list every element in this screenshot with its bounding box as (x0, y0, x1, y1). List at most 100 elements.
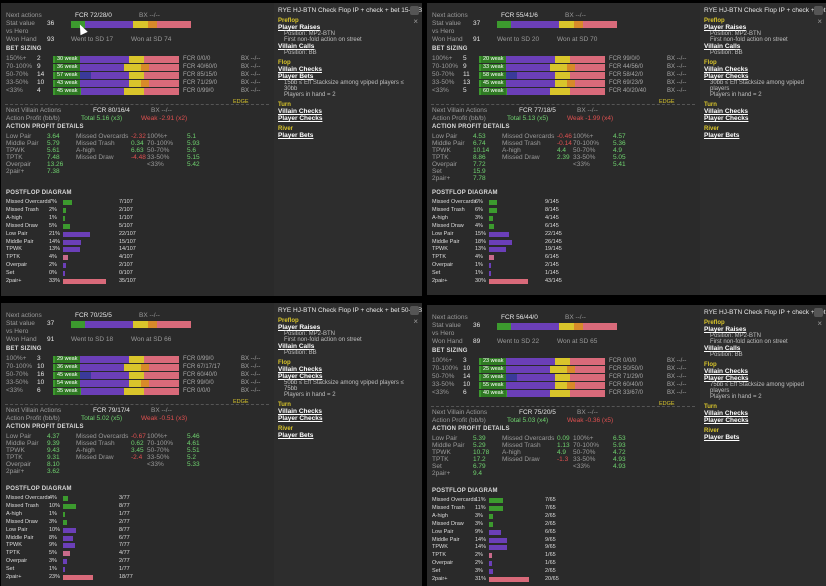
bet-size-label: 50-70% (6, 71, 29, 78)
apd-value: 9.39 (47, 440, 60, 447)
action-link[interactable]: Player Bets (278, 132, 314, 139)
bet-size-count: 5 (463, 87, 467, 94)
bet-size-fcr: FCR 0/99/0 (183, 88, 214, 94)
diagram-row-label: TPWK (6, 246, 22, 253)
action-link[interactable]: Villain Checks (704, 410, 748, 417)
edge-label: EDGE (233, 399, 249, 405)
diagram-row-count: 22/107 (119, 230, 136, 237)
edit-icon[interactable] (814, 308, 823, 317)
action-link[interactable]: Villain Calls (704, 43, 741, 50)
action-link[interactable]: Player Raises (704, 326, 747, 333)
apd-label: TPTK (6, 454, 23, 461)
close-icon[interactable]: × (817, 319, 822, 328)
apd-label: 33-50% (573, 154, 596, 161)
bet-size-weak-badge: 58 weak (481, 72, 506, 79)
bet-sizing-header[interactable]: BET SIZING (432, 348, 468, 354)
bet-size-label: 100%+ (432, 357, 453, 364)
filter-title: RYE HJ-BTN Check Flop IP + check + bet 7… (704, 309, 826, 316)
bet-size-fcr: FCR 44/56/0 (609, 64, 644, 70)
postflop-diagram-header[interactable]: POSTFLOP DIAGRAM (6, 486, 72, 492)
went-to-sd: Went to SD 22 (497, 338, 540, 345)
diagram-row-count: 1/77 (119, 566, 130, 573)
action-link[interactable]: Player Checks (704, 375, 749, 382)
won-hand-value: 91 (47, 336, 55, 343)
action-link[interactable]: Player Bets (704, 434, 740, 441)
apd-label: 100%+ (147, 433, 168, 440)
action-link[interactable]: Player Bets (278, 432, 314, 439)
action-link[interactable]: Villain Calls (278, 343, 315, 350)
bet-size-bx: BX --/-- (667, 56, 687, 62)
apd-value: 5.93 (613, 442, 626, 449)
action-condition: Position: MP2-BTN (710, 333, 762, 339)
edge-label: EDGE (233, 99, 249, 105)
bet-sizing-header[interactable]: BET SIZING (6, 46, 42, 52)
diagram-row-label: Missed Draw (432, 222, 464, 229)
stat-value-num: 37 (47, 320, 55, 327)
diagram-row-label: Middle Pair (6, 238, 34, 245)
bet-size-fcr: FCR 0/0/0 (183, 56, 211, 62)
won-hand-label: Won Hand (6, 36, 37, 43)
postflop-diagram-header[interactable]: POSTFLOP DIAGRAM (432, 488, 498, 494)
action-link[interactable]: Player Checks (704, 73, 749, 80)
action-link[interactable]: Villain Calls (278, 43, 315, 50)
apd-label: Missed Overcards (76, 133, 129, 140)
action-link[interactable]: Villain Checks (704, 368, 748, 375)
action-link[interactable]: Villain Checks (704, 66, 748, 73)
diagram-row-pct: 3% (475, 568, 483, 575)
diagram-row-bar (489, 577, 530, 582)
bet-size-bx: BX --/-- (241, 380, 261, 386)
action-link[interactable]: Player Raises (278, 24, 321, 31)
apd-label: 2pair+ (6, 168, 25, 175)
apd-value: 9.4 (473, 470, 483, 477)
action-link[interactable]: Villain Checks (704, 108, 748, 115)
action-link[interactable]: Player Bets (704, 132, 740, 139)
nva-fcr: FCR 77/18/5 (519, 107, 556, 114)
apd-value: 0.34 (131, 140, 144, 147)
street-label: River (278, 426, 294, 432)
postflop-diagram-header[interactable]: POSTFLOP DIAGRAM (6, 190, 72, 196)
action-link[interactable]: Player Checks (278, 373, 323, 380)
bet-size-weak-badge: 43 weak (55, 80, 80, 87)
bet-sizing-header[interactable]: BET SIZING (6, 346, 42, 352)
edit-icon[interactable] (410, 6, 419, 15)
diagram-row-label: TPTK (432, 254, 447, 261)
action-link[interactable]: Player Checks (704, 115, 749, 122)
action-link[interactable]: Villain Checks (278, 66, 322, 73)
nva-bx: BX --/-- (151, 407, 172, 414)
action-link[interactable]: Villain Calls (704, 345, 741, 352)
bet-size-count: 6 (37, 387, 41, 394)
diagram-row-label: Missed Trash (6, 206, 39, 213)
apd-value: -1.3 (557, 456, 569, 463)
apd-value: 1.13 (557, 442, 570, 449)
panel-left-stats: Next actions FCR 55/41/6 BX --/-- Stat valu… (427, 3, 699, 295)
bet-size-bx: BX --/-- (241, 364, 261, 370)
diagram-row-label: Low Pair (432, 230, 454, 237)
diagram-row-label: Set (432, 568, 441, 575)
edit-icon[interactable] (814, 6, 823, 15)
action-link[interactable]: Player Checks (278, 415, 323, 422)
action-link[interactable]: Villain Checks (278, 408, 322, 415)
close-icon[interactable]: × (817, 17, 822, 26)
postflop-diagram-header[interactable]: POSTFLOP DIAGRAM (432, 190, 498, 196)
diagram-row-bar (489, 263, 491, 269)
action-link[interactable]: Player Raises (704, 24, 747, 31)
edit-icon[interactable] (410, 306, 419, 315)
diagram-row-count: 14/107 (119, 246, 136, 253)
diagram-row-bar (489, 521, 493, 527)
next-villain-actions-label: Next Villain Actions (6, 107, 62, 114)
action-link[interactable]: Villain Checks (278, 108, 322, 115)
action-condition: First non-fold action on street (710, 339, 788, 345)
bet-sizing-header[interactable]: BET SIZING (432, 46, 468, 52)
action-link[interactable]: Player Raises (278, 324, 321, 331)
bet-size-bx: BX --/-- (667, 382, 687, 388)
action-link[interactable]: Villain Checks (278, 366, 322, 373)
bet-size-weak-badge: 57 weak (55, 72, 80, 79)
action-link[interactable]: Player Checks (278, 115, 323, 122)
action-link[interactable]: Player Checks (704, 417, 749, 424)
close-icon[interactable]: × (413, 17, 418, 26)
diagram-row-count: 43/145 (545, 278, 562, 284)
action-link[interactable]: Player Bets (278, 73, 314, 80)
filter-description: RYE HJ-BTN Check Flop IP + check + bet 1… (274, 3, 422, 296)
close-icon[interactable]: × (413, 317, 418, 326)
diagram-row-pct: 9% (475, 528, 483, 535)
